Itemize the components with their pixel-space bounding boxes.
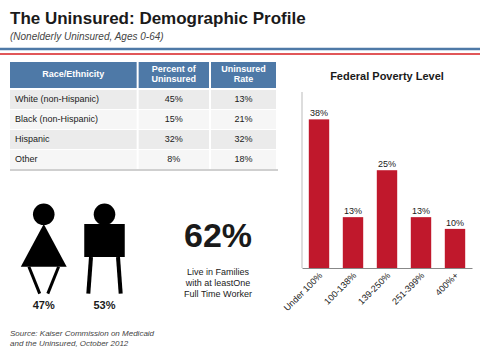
x-tick: 139-250%	[356, 268, 392, 307]
icon-leg	[118, 257, 121, 294]
table-cell	[211, 130, 276, 149]
table-cell	[211, 110, 276, 129]
table-cell-text: 32%	[165, 134, 183, 144]
bar-chart: Federal Poverty LevelUnder 100%100-138%1…	[282, 70, 473, 313]
person-icon	[21, 204, 67, 294]
table-cell	[139, 110, 209, 129]
x-tick: 100-138%	[322, 268, 358, 307]
subtitle: (Nonelderly Uninsured, Ages 0-64)	[10, 31, 164, 42]
table-cell	[139, 150, 209, 169]
table-cell-text: Black (non-Hispanic)	[15, 114, 98, 124]
bar	[377, 170, 397, 268]
person-icon	[84, 204, 125, 294]
table-cell-text: White (non-Hispanic)	[15, 94, 99, 104]
bars	[309, 119, 465, 268]
data-label: 13%	[344, 206, 362, 216]
source: Source: Kaiser Commission on Medicaidand…	[10, 329, 155, 348]
data-label: 25%	[378, 159, 396, 169]
text-line: Percent of	[152, 64, 197, 74]
icon-leg	[88, 257, 91, 294]
icon-body	[21, 224, 67, 267]
table-cell	[10, 90, 137, 109]
table-header-cell	[10, 62, 137, 88]
big-number-label: Live in Familieswith at leastOneFull Tim…	[184, 268, 252, 300]
x-tick-label: 139-250%	[356, 270, 392, 306]
table-cell	[211, 90, 276, 109]
x-tick-label: 400%+	[433, 270, 460, 297]
data-label: 38%	[310, 108, 328, 118]
table-cell-text: 45%	[165, 94, 183, 104]
stat-panel: 62% Live in Familieswith at leastOneFull …	[184, 216, 252, 299]
x-tick: 251-399%	[390, 268, 426, 307]
chart-title: Federal Poverty Level	[330, 70, 444, 82]
divider-line	[0, 48, 480, 51]
table-cell-text: 21%	[234, 114, 252, 124]
x-tick: 400%+	[433, 268, 460, 298]
table-header: Percent ofUninsured	[152, 64, 197, 84]
table-cell	[139, 90, 209, 109]
table-panel: The Uninsured: Demographic Profile (Nonel…	[0, 9, 480, 348]
table-cell-text: 13%	[234, 94, 252, 104]
x-tick-label: 100-138%	[322, 270, 358, 306]
table-bottom-line	[10, 170, 278, 171]
infographic: The Uninsured: Demographic Profile (Nonel…	[0, 0, 480, 360]
table-cell	[211, 150, 276, 169]
bar	[309, 119, 329, 268]
data-label: 10%	[446, 218, 464, 228]
title: The Uninsured: Demographic Profile	[10, 9, 306, 28]
pictogram: 47% 53%	[21, 204, 125, 311]
icon-leg	[29, 267, 40, 294]
y-axis	[302, 92, 303, 268]
divider-line	[0, 53, 480, 55]
x-axis-line	[303, 268, 473, 269]
text-line: Live in Families	[187, 268, 250, 278]
table-cell-text: 15%	[165, 114, 183, 124]
text-line: Uninsured	[152, 74, 197, 84]
table-cell	[10, 130, 137, 149]
icon-leg	[48, 267, 59, 294]
table-cell-text: 18%	[234, 154, 252, 164]
table-cell	[10, 150, 137, 169]
table-cell-text: Other	[15, 154, 38, 164]
table-header-cell	[139, 62, 209, 88]
table-cell-text: 8%	[167, 154, 180, 164]
table-header: UninsuredRate	[221, 64, 266, 84]
x-axis: Under 100%100-138%139-250%251-399% 400%+	[282, 268, 473, 313]
x-tick-label: Under 100%	[282, 270, 324, 312]
icon-head	[94, 204, 116, 226]
table-header-cell	[211, 62, 276, 88]
icon-label: 47%	[33, 299, 55, 311]
data-labels: 38% 13% 25% 13% 10%	[310, 108, 464, 228]
data-label: 13%	[412, 206, 430, 216]
table-cell-text: 32%	[234, 134, 252, 144]
big-number: 62%	[184, 216, 252, 254]
x-tick-label: 251-399%	[390, 270, 426, 306]
x-tick: Under 100%	[282, 268, 324, 313]
text-line: Rate	[234, 74, 254, 84]
y-axis-line	[302, 92, 303, 268]
text-line: Uninsured	[221, 64, 266, 74]
table-cell-text: Hispanic	[15, 134, 50, 144]
text-line: and the Uninsured, October 2012	[10, 339, 129, 348]
text-line: Full Time Worker	[184, 289, 252, 299]
icon-label: 53%	[93, 299, 115, 311]
table-cell	[10, 110, 137, 129]
bar	[343, 217, 363, 268]
table-cell	[139, 130, 209, 149]
bar	[411, 217, 431, 268]
icon-body	[84, 224, 125, 257]
table-header: Race/Ethnicity	[42, 69, 104, 79]
icon-head	[33, 204, 55, 226]
bar	[445, 229, 465, 268]
text-line: Race/Ethnicity	[42, 69, 104, 79]
text-line: Source: Kaiser Commission on Medicaid	[10, 329, 155, 338]
text-line: with at leastOne	[185, 278, 251, 288]
